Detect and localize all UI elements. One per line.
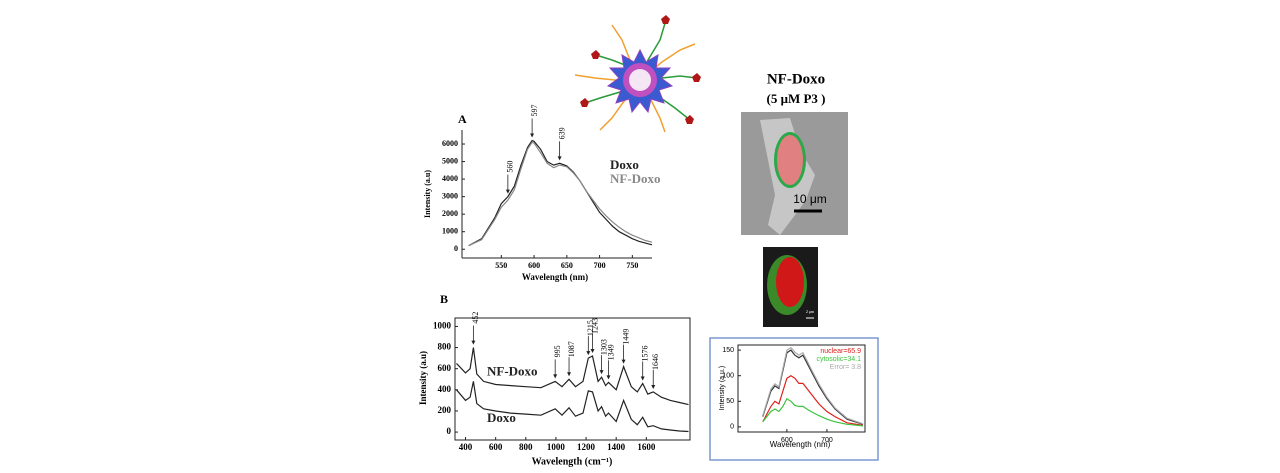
peak-arrowhead [586, 351, 591, 356]
peak-arrowhead [505, 189, 510, 194]
legend-label: cytosolic=34.1 [816, 356, 861, 363]
peak-label: 1243 [590, 318, 599, 334]
x-tick-label: 1600 [637, 442, 656, 452]
x-tick-label: 750 [626, 261, 638, 270]
panel-label: B [440, 292, 448, 306]
y-tick-label: 0 [447, 426, 452, 436]
figure-title: NF-Doxo [767, 71, 825, 87]
series-line [456, 381, 689, 433]
peak-arrowhead [621, 359, 626, 364]
peak-label: 1087 [567, 341, 576, 357]
x-axis-label: Wavelength (cm⁻¹) [532, 456, 613, 467]
y-tick-label: 5000 [442, 156, 458, 165]
legend-label: Error= 3.8 [830, 364, 861, 371]
peak-arrowhead [599, 370, 604, 375]
microscopy-image: 10 μm [741, 112, 848, 235]
y-tick-label: 4000 [442, 174, 458, 183]
peak-arrowhead [640, 376, 645, 381]
y-tick-label: 200 [438, 405, 452, 415]
y-axis-label: Intensity (a.u.) [719, 366, 726, 410]
peak-arrowhead [530, 133, 535, 138]
chart: 550 600 650 700 750 0 1000 2000 3000 4000 5000 6000… [423, 105, 661, 283]
x-tick-label: 600 [781, 437, 793, 444]
y-tick-label: 50 [726, 398, 734, 405]
x-tick-label: 700 [821, 437, 833, 444]
peak-arrowhead [553, 374, 558, 379]
peak-label: 1215 [586, 320, 595, 336]
plot-frame [737, 344, 866, 433]
peak-label: 1449 [621, 329, 630, 345]
x-tick-label: 600 [489, 442, 503, 452]
y-tick-label: 2000 [442, 209, 458, 218]
series-line [456, 347, 689, 406]
peak-label: 1349 [606, 344, 615, 360]
x-tick-label: 1000 [547, 442, 566, 452]
x-tick-label: 1200 [577, 442, 596, 452]
scale-bar-label: 10 μm [793, 192, 827, 206]
scale-bar-label: 2 μm [806, 309, 815, 314]
y-tick-label: 0 [454, 244, 458, 253]
plot-frame [454, 317, 691, 441]
y-tick-label: 0 [730, 424, 734, 431]
peak-label: 452 [471, 312, 480, 324]
legend-label: NF-Doxo [487, 364, 538, 379]
x-tick-label: 550 [495, 261, 507, 270]
peak-arrowhead [567, 372, 572, 377]
peak-label: 639 [557, 127, 566, 139]
peak-arrowhead [471, 340, 476, 345]
y-tick-label: 150 [722, 347, 734, 354]
chart: 600 700 0 50 100 150 Wavelength (nm) Intensity … [719, 344, 866, 449]
x-tick-label: 650 [561, 261, 573, 270]
y-tick-label: 3000 [442, 191, 458, 200]
panel-border [709, 337, 879, 461]
legend-label: nuclear=65.9 [820, 348, 861, 355]
y-tick-label: 400 [438, 384, 452, 394]
y-tick-label: 1000 [433, 321, 452, 331]
peak-label: 995 [553, 345, 562, 357]
microscopy-inset: 2 μm [763, 247, 818, 327]
peak-label: 560 [506, 161, 515, 173]
panel-label: A [458, 112, 467, 126]
y-tick-label: 6000 [442, 139, 458, 148]
y-tick-label: 600 [438, 363, 452, 373]
nanoparticle-diagram [574, 15, 701, 133]
y-tick-label: 100 [722, 373, 734, 380]
x-axis-label: Wavelength (nm) [522, 272, 588, 282]
peak-label: 597 [530, 105, 539, 117]
series-line [762, 346, 864, 425]
y-tick-label: 1000 [442, 227, 458, 236]
chart: 400 600 800 1000 1200 1400 1600 0 200 400 600 800 10… [418, 292, 691, 467]
x-tick-label: 700 [594, 261, 606, 270]
series-line [468, 139, 653, 247]
figure-subtitle: (5 μM P3 ) [767, 91, 826, 106]
x-tick-label: 400 [459, 442, 473, 452]
x-tick-label: 1400 [607, 442, 626, 452]
peak-arrowhead [557, 156, 562, 161]
y-axis-label: Intensity (a.u) [418, 351, 428, 405]
x-tick-label: 800 [519, 442, 533, 452]
y-tick-label: 800 [438, 342, 452, 352]
peak-label: 1646 [651, 354, 660, 370]
legend-label: Doxo [610, 157, 639, 172]
series-line [468, 141, 653, 247]
y-axis-label: Intensity (a.u) [423, 170, 432, 218]
peak-arrowhead [590, 349, 595, 354]
peak-arrowhead [651, 384, 656, 389]
peak-arrowhead [606, 375, 611, 380]
legend-label: Doxo [487, 410, 516, 425]
x-tick-label: 600 [528, 261, 540, 270]
x-axis-label: Wavelength (nm) [770, 440, 831, 449]
legend-label: NF-Doxo [610, 171, 661, 186]
series-line [762, 374, 864, 426]
series-line [762, 349, 864, 425]
series-line [762, 397, 864, 427]
peak-label: 1576 [641, 345, 650, 361]
peak-label: 1303 [599, 339, 608, 355]
